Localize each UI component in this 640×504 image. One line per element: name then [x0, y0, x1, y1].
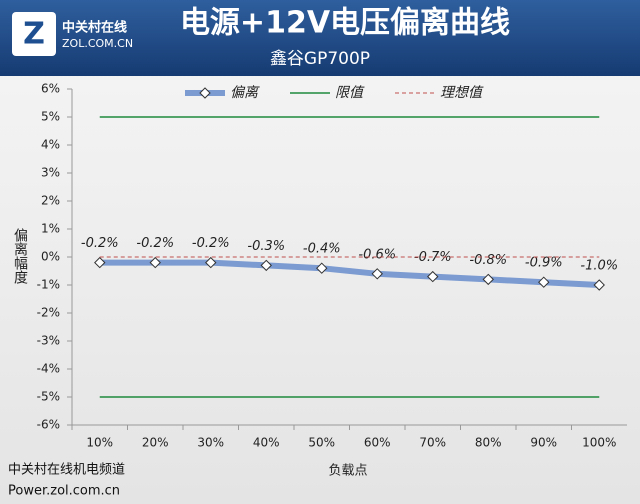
data-label: -0.2% — [192, 236, 230, 251]
x-tick-label: 100% — [582, 436, 616, 450]
data-label: -1.0% — [580, 259, 618, 274]
logo-text: 中关村在线 — [62, 20, 127, 36]
y-tick-label: 4% — [41, 138, 60, 152]
y-tick-label: -5% — [37, 390, 60, 404]
point-marker — [427, 270, 439, 283]
y-tick-label: -3% — [37, 334, 60, 348]
chart-subtitle: 鑫谷GP700P — [270, 49, 370, 69]
data-label: -0.8% — [469, 253, 507, 268]
data-label: -0.2% — [136, 236, 174, 251]
y-tick-label: 2% — [41, 194, 60, 208]
footer-url: Power.zol.com.cn — [8, 484, 120, 499]
point-marker — [538, 276, 550, 288]
legend-label: 理想值 — [440, 85, 484, 101]
y-tick-label: 0% — [41, 250, 60, 264]
header-band — [0, 0, 640, 76]
y-tick-label: -6% — [37, 418, 60, 432]
x-tick-label: 20% — [142, 436, 169, 450]
logo-mark: Z — [23, 17, 45, 52]
footer-channel: 中关村在线机电频道 — [8, 463, 125, 478]
y-tick-label: 3% — [41, 166, 60, 180]
legend-marker — [199, 87, 211, 99]
legend-label: 限值 — [335, 85, 365, 101]
data-label: -0.6% — [358, 247, 396, 262]
y-tick-label: -2% — [37, 306, 60, 320]
data-label: -0.4% — [303, 242, 341, 257]
legend-label: 偏离 — [230, 85, 260, 101]
data-label: -0.9% — [525, 256, 563, 271]
y-tick-label: 6% — [41, 82, 60, 96]
data-label: -0.2% — [81, 236, 119, 251]
point-marker — [482, 273, 494, 286]
point-marker — [593, 279, 605, 291]
x-tick-label: 10% — [86, 436, 113, 450]
chart-title: 电源+12V电压偏离曲线 — [180, 6, 510, 41]
point-marker — [260, 259, 272, 272]
x-tick-label: 70% — [419, 436, 446, 450]
y-tick-label: 1% — [41, 222, 60, 236]
series-line — [99, 259, 600, 288]
x-tick-label: 90% — [530, 436, 557, 450]
logo-site: ZOL.COM.CN — [62, 37, 133, 50]
x-tick-label: 40% — [253, 436, 280, 450]
point-marker — [316, 262, 328, 274]
point-marker — [371, 268, 383, 280]
data-label: -0.7% — [414, 250, 452, 265]
point-marker — [94, 256, 106, 269]
point-marker — [149, 256, 161, 269]
x-axis-label: 负载点 — [328, 464, 367, 479]
x-tick-label: 30% — [197, 436, 224, 450]
x-tick-label: 60% — [364, 436, 391, 450]
y-axis-label: 偏离幅度 — [12, 228, 28, 284]
point-marker — [205, 256, 217, 269]
x-tick-label: 80% — [475, 436, 502, 450]
y-tick-label: -4% — [37, 362, 60, 376]
y-tick-label: -1% — [37, 278, 60, 292]
logo-box — [12, 12, 56, 56]
y-tick-label: 5% — [41, 110, 60, 124]
x-tick-label: 50% — [308, 436, 335, 450]
data-label: -0.3% — [247, 239, 285, 254]
